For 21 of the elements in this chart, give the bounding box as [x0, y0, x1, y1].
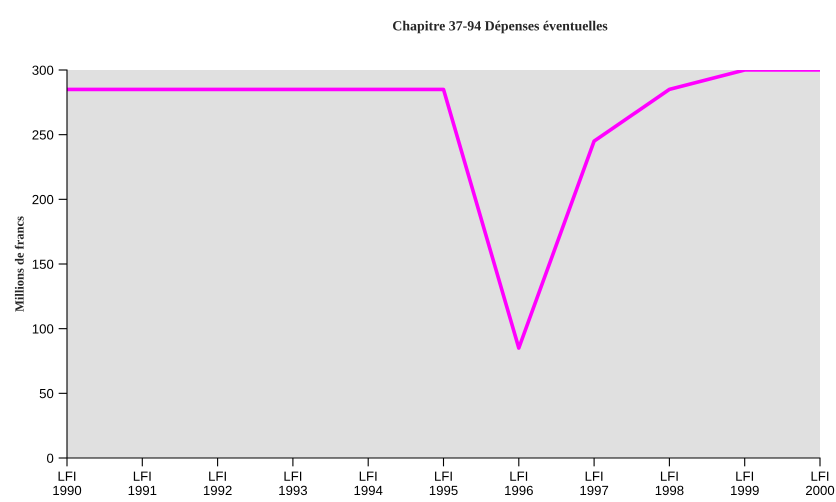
chart-title: Chapitre 37-94 Dépenses éventuelles	[392, 20, 608, 34]
x-tick-label: LFI 1991	[128, 472, 156, 496]
y-tick-label: 200	[32, 194, 54, 204]
x-tick-label: LFI 1997	[580, 472, 608, 496]
x-tick-label: LFI 1999	[731, 472, 759, 496]
x-tick-label: LFI 1995	[430, 472, 458, 496]
x-tick-label: LFI 1998	[656, 472, 684, 496]
y-tick-label: 0	[46, 454, 54, 463]
y-tick-label: 100	[32, 324, 54, 334]
y-tick-label: 250	[32, 130, 54, 140]
y-tick-label: 50	[40, 388, 54, 398]
x-tick-label: LFI 1996	[505, 472, 533, 496]
x-tick-label: LFI 1990	[53, 472, 82, 496]
y-tick-label: 150	[32, 260, 54, 269]
y-axis-title: Millions de francs	[14, 216, 24, 312]
x-tick-label: LFI 1993	[279, 472, 307, 496]
line-series	[67, 70, 820, 350]
y-tick-label: 300	[32, 66, 54, 75]
x-tick-label: LFI 1994	[354, 472, 382, 496]
x-tick-label: LFI 2000	[806, 472, 834, 496]
x-tick-label: LFI 1992	[204, 472, 232, 496]
